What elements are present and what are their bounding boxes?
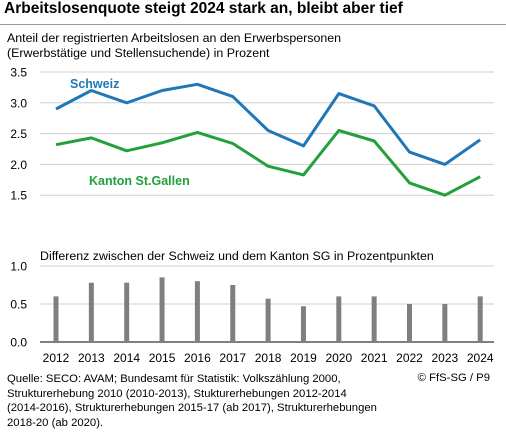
difference-bar-2019 [300, 306, 306, 342]
source-line-3: (2014-2016), Strukturerhebungen 2015-17 … [7, 402, 377, 415]
y-tick-label: 2.5 [10, 127, 27, 141]
y-tick-label: 1.5 [10, 189, 27, 203]
x-tick-label-2018: 2018 [255, 351, 282, 365]
chart-title: Arbeitslosenquote steigt 2024 stark an, … [4, 0, 403, 17]
difference-bar-2023 [442, 304, 448, 342]
x-tick-label-2022: 2022 [396, 351, 423, 365]
x-tick-label-2017: 2017 [219, 351, 246, 365]
y-tick-label: 0.5 [10, 298, 27, 312]
difference-bar-2020 [336, 296, 342, 342]
difference-bar-2021 [371, 296, 377, 342]
x-tick-label-2016: 2016 [184, 351, 211, 365]
y-tick-label: 0.0 [10, 336, 27, 350]
source-line-2: Strukturerhebung 2010 (2010-2013), Stukt… [7, 387, 347, 400]
x-tick-label-2024: 2024 [467, 351, 494, 365]
source-note: Quelle: SECO: AVAM; Bundesamt für Statis… [7, 372, 402, 430]
series-line-kanton-stgallen [55, 129, 481, 197]
y-tick-label: 1.0 [10, 260, 27, 274]
difference-bar-2012 [53, 296, 59, 342]
difference-bar-2022 [407, 304, 412, 342]
difference-bar-2013 [88, 282, 94, 342]
difference-panel-title: Differenz zwischen der Schweiz und dem K… [40, 249, 434, 263]
x-tick-label-2012: 2012 [43, 351, 70, 365]
x-tick-label-2023: 2023 [431, 351, 458, 365]
y-tick-label: 3.5 [10, 66, 27, 80]
series-label-schweiz: Schweiz [70, 77, 119, 91]
difference-bar-2015 [159, 277, 165, 342]
difference-bar-2016 [194, 281, 200, 342]
series-label-kanton-stgallen: Kanton St.Gallen [89, 174, 190, 188]
x-tick-label-2014: 2014 [113, 351, 140, 365]
difference-bar-2014 [124, 282, 130, 342]
difference-bar-2018 [265, 298, 271, 342]
y-tick-label: 3.0 [10, 96, 27, 110]
credit-note: © FfS-SG / P9 [417, 372, 490, 384]
series-line-schweiz [55, 82, 482, 166]
x-tick-label-2020: 2020 [325, 351, 352, 365]
x-tick-label-2021: 2021 [361, 351, 388, 365]
x-tick-label-2019: 2019 [290, 351, 317, 365]
y-tick-label: 2.0 [10, 158, 27, 172]
chart-subtitle: Anteil der registrierten Arbeitslosen an… [7, 31, 341, 61]
x-tick-label-2015: 2015 [149, 351, 176, 365]
source-line-4: 2018-20 (ab 2020). [7, 416, 104, 429]
difference-bar-2017 [230, 285, 236, 342]
x-tick-label-2013: 2013 [78, 351, 105, 365]
source-line-1: Quelle: SECO: AVAM; Bundesamt für Statis… [7, 373, 341, 385]
difference-bar-2024 [477, 296, 483, 342]
subtitle-line-2: (Erwerbstätige und Stellensuchende) in P… [7, 46, 270, 60]
subtitle-line-1: Anteil der registrierten Arbeitslosen an… [7, 31, 342, 45]
title-divider [0, 24, 506, 25]
